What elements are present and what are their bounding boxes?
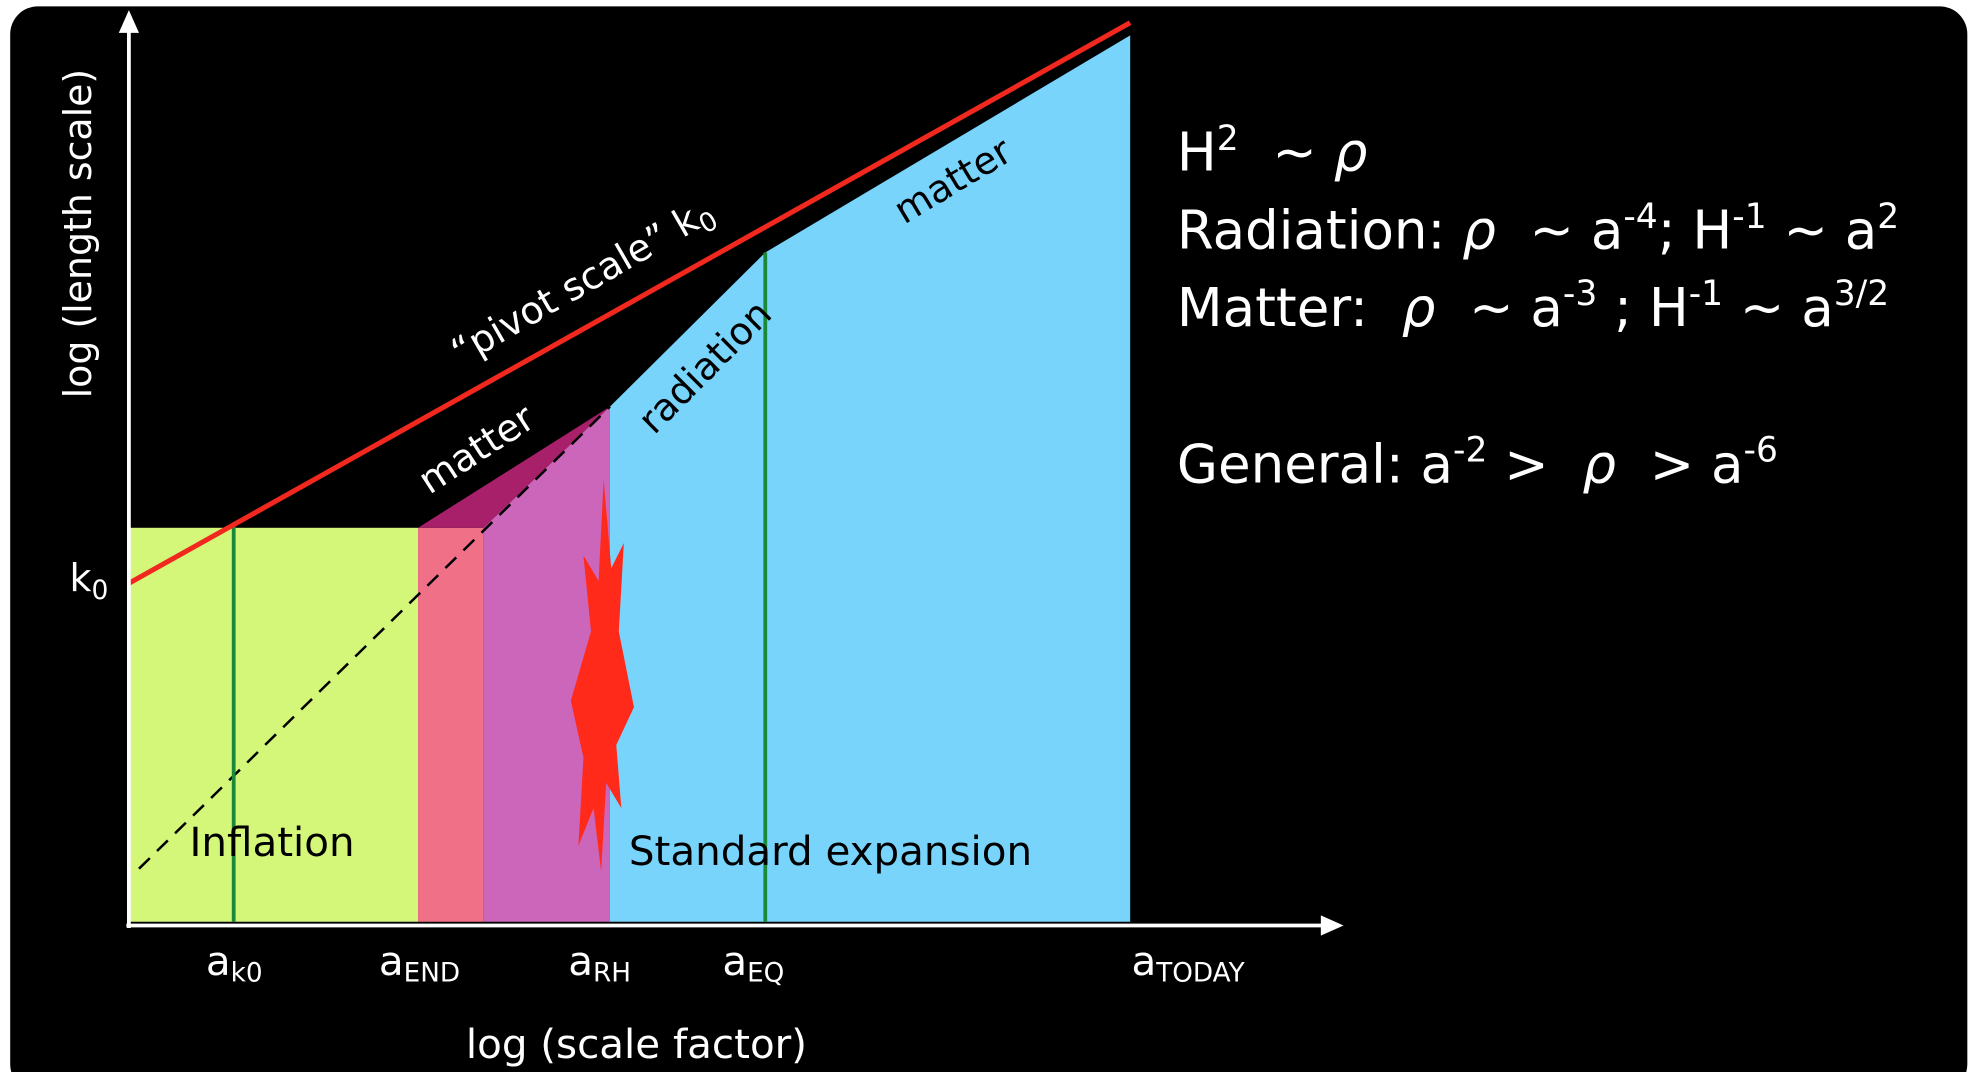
equation-part: ~ [1239,121,1334,183]
main: a [722,937,747,985]
superscript: -1 [1732,197,1766,237]
subscript: k0 [231,958,263,988]
equation: Radiation: ρ ~ a-4; H-1 ~ a2 [1177,197,1899,262]
main: a [206,937,231,985]
main: a [379,937,404,985]
equation-part: ~ a [1723,277,1834,339]
superscript: -4 [1623,197,1657,237]
equation-part: > [1487,433,1582,495]
inflation-label: Inflation [189,818,354,866]
superscript: 3/2 [1834,274,1889,314]
superscript: 2 [1877,197,1899,237]
equation: H2 ~ ρ [1177,119,1368,184]
equation-part: > a [1616,433,1743,495]
matter-region [483,406,610,922]
x-tick-label: aEND [379,937,460,989]
equation-part: ; H [1658,200,1733,262]
y-axis-label: log (length scale) [56,69,100,399]
equation-part: ρ [1462,200,1496,262]
equation-part: ρ [1582,433,1616,495]
equation: General: a-2 > ρ > a-6 [1177,431,1778,496]
x-tick-label: ak0 [206,937,263,989]
equation-part: ~ a [1767,200,1878,262]
superscript: -2 [1453,431,1487,471]
equation-part: H [1177,121,1217,183]
superscript: -3 [1563,274,1597,314]
standard-region [609,35,1131,922]
reheating-burst [570,479,634,872]
equation-part: Radiation: [1177,200,1462,262]
x-tick-label: aTODAY [1131,937,1245,989]
equation-part: ρ [1402,277,1436,339]
equation: Matter: ρ ~ a-3 ; H-1 ~ a3/2 [1177,274,1889,339]
y-arrow [118,10,139,33]
main: k [70,556,92,600]
superscript: -1 [1689,274,1723,314]
equation-part: ~ a [1496,200,1623,262]
superscript: -6 [1744,431,1778,471]
x-tick-label: aRH [568,937,631,989]
main: a [568,937,593,985]
equation-part: ; H [1597,277,1688,339]
y-tick-label: k0 [70,556,109,606]
subscript: 0 [91,575,108,606]
equation-part: General: a [1177,433,1453,495]
equation-part: Matter: [1177,277,1402,339]
matter-wedge [418,406,610,528]
reheating-region [418,527,484,922]
standard-label: Standard expansion [629,827,1032,875]
superscript: 2 [1217,119,1239,159]
subscript: END [404,958,460,988]
subscript: TODAY [1155,958,1245,988]
dashed-line [138,405,611,870]
x-arrow [1320,915,1344,936]
inflation-region [128,527,419,922]
x-axis-label: log (scale factor) [466,1020,807,1068]
main: a [1131,937,1156,985]
equation-part: ~ a [1435,277,1562,339]
subscript: RH [593,958,631,988]
equation-part: ρ [1334,121,1368,183]
x-tick-label: aEQ [722,937,784,989]
subscript: EQ [747,958,784,988]
pivot-line [127,20,1132,586]
